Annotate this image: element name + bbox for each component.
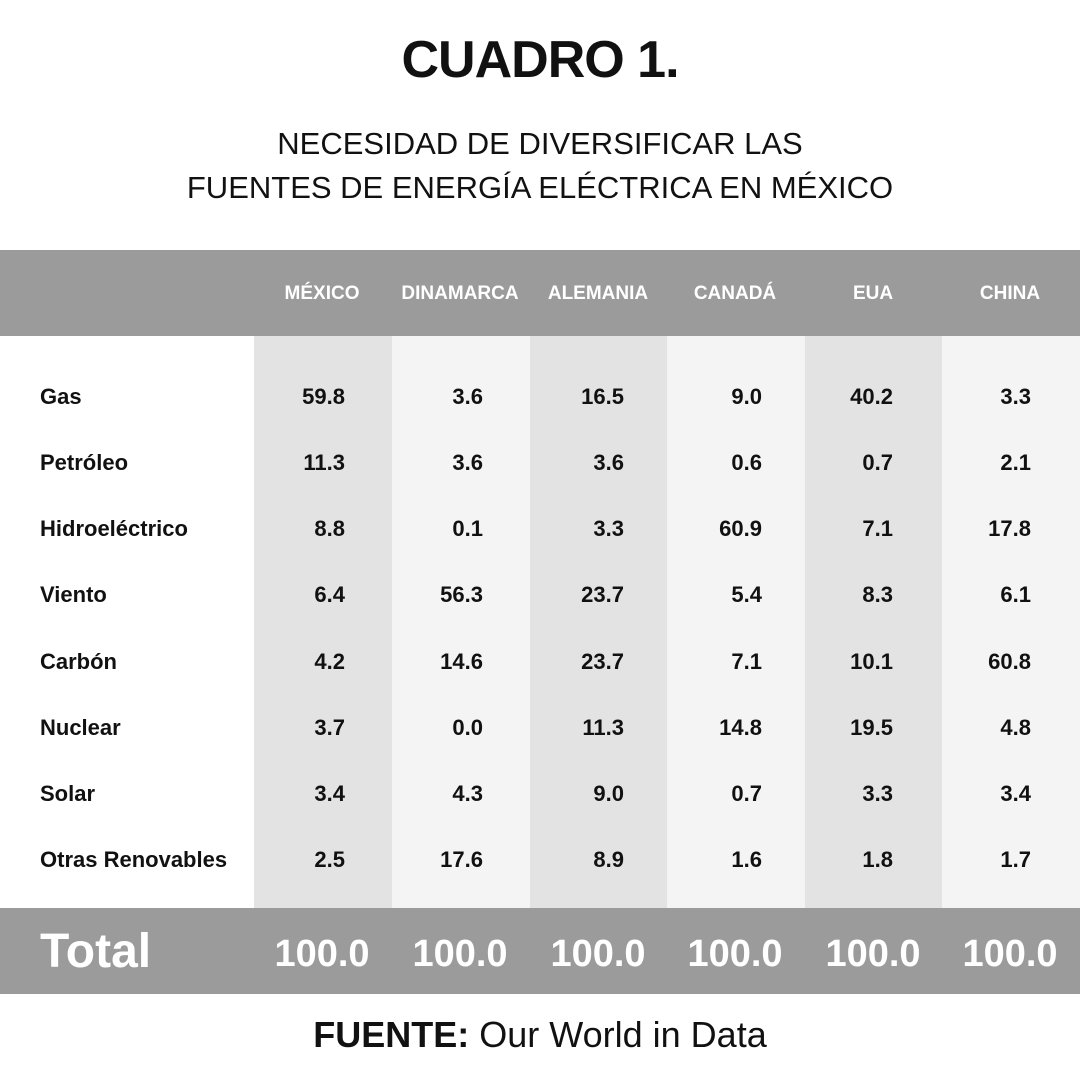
row-label: Nuclear bbox=[40, 713, 121, 743]
total-cell: 100.0 bbox=[675, 908, 795, 994]
table-cell: 3.6 bbox=[383, 448, 483, 478]
table-cell: 2.5 bbox=[245, 845, 345, 875]
column-band-2 bbox=[392, 336, 530, 908]
column-band-4 bbox=[667, 336, 805, 908]
row-label: Solar bbox=[40, 779, 95, 809]
table-cell: 0.0 bbox=[383, 713, 483, 743]
table-cell: 3.3 bbox=[524, 514, 624, 544]
source-text: Our World in Data bbox=[479, 1014, 766, 1055]
table-cell: 7.1 bbox=[793, 514, 893, 544]
table-cell: 4.3 bbox=[383, 779, 483, 809]
table-cell: 10.1 bbox=[793, 647, 893, 677]
table-cell: 9.0 bbox=[662, 382, 762, 412]
table-cell: 3.4 bbox=[245, 779, 345, 809]
table-cell: 4.2 bbox=[245, 647, 345, 677]
table-cell: 2.1 bbox=[931, 448, 1031, 478]
table-cell: 59.8 bbox=[245, 382, 345, 412]
table-cell: 3.7 bbox=[245, 713, 345, 743]
table-cell: 14.8 bbox=[662, 713, 762, 743]
table-cell: 8.9 bbox=[524, 845, 624, 875]
table-cell: 3.3 bbox=[793, 779, 893, 809]
total-cell: 100.0 bbox=[813, 908, 933, 994]
column-header: CANADÁ bbox=[660, 250, 810, 336]
table-cell: 60.9 bbox=[662, 514, 762, 544]
chart-title: CUADRO 1. bbox=[0, 28, 1080, 92]
column-header: EUA bbox=[798, 250, 948, 336]
subtitle-line-2: FUENTES DE ENERGÍA ELÉCTRICA EN MÉXICO bbox=[0, 166, 1080, 210]
total-cell: 100.0 bbox=[262, 908, 382, 994]
table-cell: 17.6 bbox=[383, 845, 483, 875]
table-cell: 17.8 bbox=[931, 514, 1031, 544]
subtitle-line-1: NECESIDAD DE DIVERSIFICAR LAS bbox=[0, 122, 1080, 166]
row-label: Otras Renovables bbox=[40, 845, 227, 875]
table-cell: 1.8 bbox=[793, 845, 893, 875]
row-label: Hidroeléctrico bbox=[40, 514, 188, 544]
row-label: Gas bbox=[40, 382, 82, 412]
column-band-3 bbox=[530, 336, 668, 908]
total-cell: 100.0 bbox=[400, 908, 520, 994]
row-label: Viento bbox=[40, 580, 107, 610]
table-cell: 3.3 bbox=[931, 382, 1031, 412]
source-line: FUENTE: Our World in Data bbox=[0, 1012, 1080, 1058]
table-cell: 3.4 bbox=[931, 779, 1031, 809]
table-cell: 8.8 bbox=[245, 514, 345, 544]
table-cell: 56.3 bbox=[383, 580, 483, 610]
total-cell: 100.0 bbox=[950, 908, 1070, 994]
chart-subtitle: NECESIDAD DE DIVERSIFICAR LAS FUENTES DE… bbox=[0, 122, 1080, 210]
table-cell: 0.7 bbox=[662, 779, 762, 809]
total-cell: 100.0 bbox=[538, 908, 658, 994]
table-cell: 3.6 bbox=[524, 448, 624, 478]
table-cell: 6.1 bbox=[931, 580, 1031, 610]
column-header: CHINA bbox=[935, 250, 1080, 336]
table-cell: 14.6 bbox=[383, 647, 483, 677]
table-cell: 9.0 bbox=[524, 779, 624, 809]
table-cell: 6.4 bbox=[245, 580, 345, 610]
column-header: DINAMARCA bbox=[385, 250, 535, 336]
table-cell: 16.5 bbox=[524, 382, 624, 412]
table-cell: 0.7 bbox=[793, 448, 893, 478]
column-band-1 bbox=[254, 336, 392, 908]
table-cell: 23.7 bbox=[524, 580, 624, 610]
table-cell: 1.6 bbox=[662, 845, 762, 875]
table-cell: 11.3 bbox=[524, 713, 624, 743]
table-cell: 7.1 bbox=[662, 647, 762, 677]
table-cell: 11.3 bbox=[245, 448, 345, 478]
column-band-6 bbox=[942, 336, 1080, 908]
column-header: ALEMANIA bbox=[523, 250, 673, 336]
table-cell: 5.4 bbox=[662, 580, 762, 610]
table-cell: 8.3 bbox=[793, 580, 893, 610]
table-cell: 23.7 bbox=[524, 647, 624, 677]
row-label: Petróleo bbox=[40, 448, 128, 478]
table-cell: 0.1 bbox=[383, 514, 483, 544]
table-cell: 0.6 bbox=[662, 448, 762, 478]
table-cell: 3.6 bbox=[383, 382, 483, 412]
table-cell: 40.2 bbox=[793, 382, 893, 412]
row-label: Carbón bbox=[40, 647, 117, 677]
table-cell: 60.8 bbox=[931, 647, 1031, 677]
source-label: FUENTE: bbox=[313, 1014, 469, 1055]
table-cell: 4.8 bbox=[931, 713, 1031, 743]
table-cell: 1.7 bbox=[931, 845, 1031, 875]
total-label: Total bbox=[40, 908, 151, 994]
table-cell: 19.5 bbox=[793, 713, 893, 743]
column-header: MÉXICO bbox=[247, 250, 397, 336]
column-band-5 bbox=[805, 336, 943, 908]
